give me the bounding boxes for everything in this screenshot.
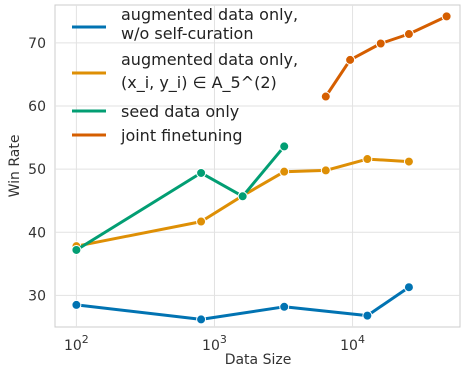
y-tick-label: 60 bbox=[28, 99, 46, 115]
data-point-aug-a5 bbox=[403, 156, 414, 167]
x-tick-label: 104 bbox=[340, 333, 365, 354]
legend-label-joint: joint finetuning bbox=[120, 126, 243, 145]
data-point-aug-wo-curation bbox=[403, 282, 414, 293]
data-point-seed-only bbox=[237, 191, 248, 202]
y-tick-label: 30 bbox=[28, 288, 46, 304]
data-point-seed-only bbox=[196, 167, 207, 178]
data-point-joint bbox=[345, 54, 356, 65]
legend-label-aug-wo-curation-line1: augmented data only, bbox=[121, 5, 298, 24]
legend: augmented data only, w/o self-curation a… bbox=[72, 5, 298, 145]
series-layer bbox=[71, 11, 452, 325]
data-point-aug-a5 bbox=[362, 154, 373, 165]
y-tick-label: 50 bbox=[28, 162, 46, 178]
legend-label-seed-only: seed data only bbox=[121, 102, 239, 121]
data-point-aug-a5 bbox=[279, 166, 290, 177]
x-tick-label: 103 bbox=[202, 333, 227, 354]
data-point-aug-a5 bbox=[320, 165, 331, 176]
legend-label-aug-a5-line1: augmented data only, bbox=[121, 50, 298, 69]
data-point-aug-wo-curation bbox=[279, 301, 290, 312]
y-tick-labels: 30 40 50 60 70 bbox=[28, 36, 46, 305]
data-point-joint bbox=[375, 38, 386, 49]
data-point-seed-only bbox=[279, 141, 290, 152]
legend-label-aug-wo-curation-line2: w/o self-curation bbox=[121, 24, 253, 43]
series-line-seed-only bbox=[74, 144, 286, 252]
y-tick-label: 40 bbox=[28, 225, 46, 241]
series-joint bbox=[320, 11, 452, 102]
data-point-joint bbox=[441, 11, 452, 22]
x-axis-label: Data Size bbox=[225, 352, 292, 368]
series-aug-wo-curation bbox=[71, 282, 414, 325]
y-tick-label: 70 bbox=[28, 36, 46, 52]
data-point-seed-only bbox=[71, 244, 82, 255]
x-tick-label: 102 bbox=[64, 333, 89, 354]
data-point-joint bbox=[320, 91, 331, 102]
data-point-aug-a5 bbox=[196, 216, 207, 227]
series-seed-only bbox=[71, 141, 290, 255]
data-point-aug-wo-curation bbox=[71, 299, 82, 310]
y-axis-label: Win Rate bbox=[7, 135, 23, 198]
plot-area bbox=[54, 4, 461, 328]
legend-label-aug-a5-line2: (x_i, y_i) ∈ A_5^(2) bbox=[121, 73, 277, 93]
x-tick-labels: 102 103 104 bbox=[64, 333, 365, 354]
data-point-aug-wo-curation bbox=[362, 310, 373, 321]
data-point-joint bbox=[403, 29, 414, 40]
grid-lines bbox=[55, 5, 460, 327]
data-point-aug-wo-curation bbox=[196, 314, 207, 325]
